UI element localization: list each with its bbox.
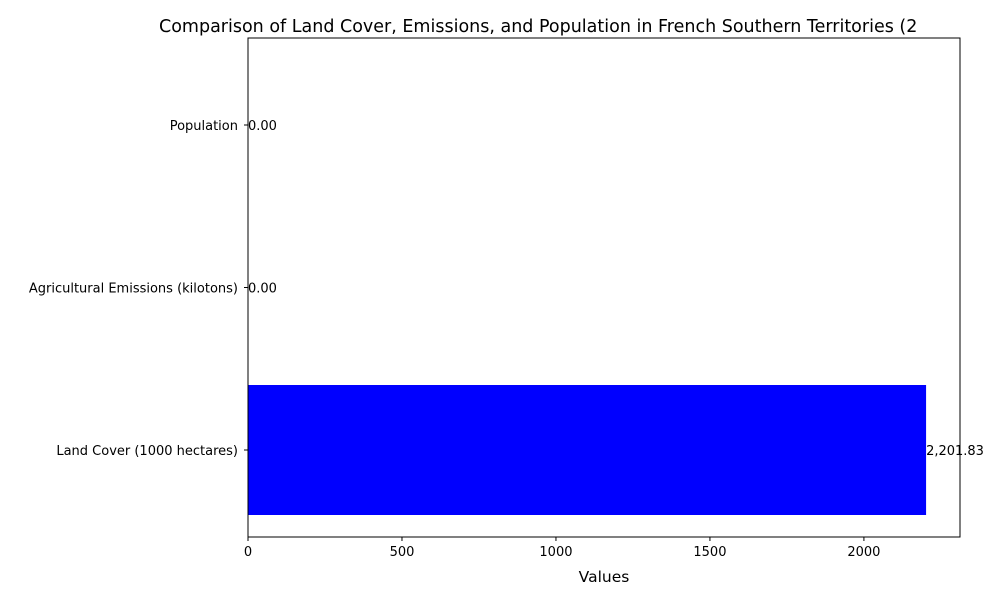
- y-axis: Land Cover (1000 hectares) Agricultural E…: [29, 119, 248, 459]
- x-axis: 0 500 1000 1500 2000: [244, 537, 880, 560]
- y-tick-label-1: Agricultural Emissions (kilotons): [29, 282, 238, 297]
- data-label-0: 2,201.83: [926, 444, 984, 459]
- bars-layer: [248, 385, 927, 515]
- x-tick-label-1: 500: [390, 545, 415, 560]
- data-label-1: 0.00: [248, 282, 277, 297]
- y-tick-label-2: Population: [170, 119, 238, 134]
- chart-title: Comparison of Land Cover, Emissions, and…: [159, 17, 917, 37]
- y-tick-label-0: Land Cover (1000 hectares): [56, 444, 238, 459]
- data-label-2: 0.00: [248, 119, 277, 134]
- x-tick-label-4: 2000: [847, 545, 880, 560]
- bar-0: [248, 385, 927, 515]
- x-tick-label-0: 0: [244, 545, 252, 560]
- data-labels-layer: 2,201.83 0.00 0.00: [248, 119, 984, 459]
- x-tick-label-2: 1000: [539, 545, 572, 560]
- x-axis-label: Values: [579, 568, 630, 586]
- x-tick-label-3: 1500: [693, 545, 726, 560]
